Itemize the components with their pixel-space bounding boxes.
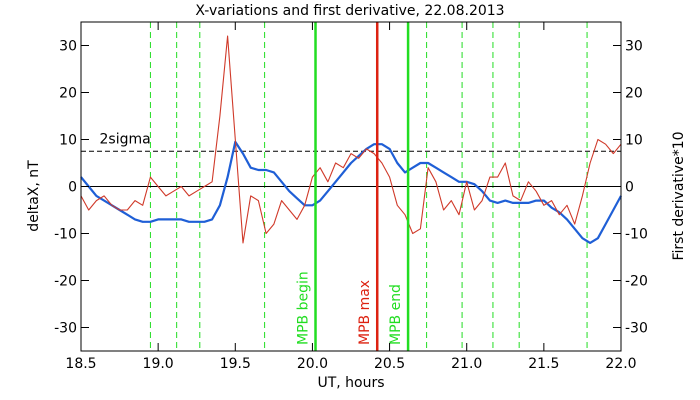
x-tick-label: 18.5	[65, 356, 96, 372]
x-tick-label: 19.0	[143, 356, 174, 372]
chart-title: X-variations and first derivative, 22.08…	[195, 3, 504, 19]
y-tick-label-right: 10	[625, 133, 643, 149]
y-tick-label-left: 0	[68, 180, 77, 196]
y-tick-label-left: -10	[54, 227, 77, 243]
y-tick-label-right: -30	[625, 321, 648, 337]
y-tick-label-right: 20	[625, 86, 643, 102]
y-tick-label-right: -20	[625, 274, 648, 290]
x-tick-label: 20.5	[374, 356, 405, 372]
y-tick-label-left: -30	[54, 321, 77, 337]
x-tick-label: 21.5	[528, 356, 559, 372]
y-tick-label-right: 30	[625, 39, 643, 55]
y-tick-label-right: 0	[625, 180, 634, 196]
x-tick-label: 20.0	[297, 356, 328, 372]
mpb-label-0: MPB begin	[296, 271, 312, 345]
x-tick-label: 21.0	[451, 356, 482, 372]
x-tick-label: 22.0	[605, 356, 636, 372]
y-tick-label-left: 30	[59, 39, 77, 55]
y-axis-label-right: First derivative*10	[671, 131, 687, 260]
y-tick-label-right: -10	[625, 227, 648, 243]
series-line-deltaX	[80, 140, 622, 244]
y-tick-label-left: 10	[59, 133, 77, 149]
sigma-label: 2sigma	[100, 131, 151, 147]
x-tick-label: 19.5	[220, 356, 251, 372]
mpb-label-2: MPB end	[388, 284, 404, 345]
y-axis-label-left: deltaX, nT	[26, 160, 42, 232]
y-tick-label-left: -20	[54, 274, 77, 290]
x-axis-label: UT, hours	[317, 375, 384, 391]
series-line-derivative	[80, 35, 622, 244]
mpb-label-1: MPB max	[357, 280, 373, 345]
y-tick-label-left: 20	[59, 86, 77, 102]
